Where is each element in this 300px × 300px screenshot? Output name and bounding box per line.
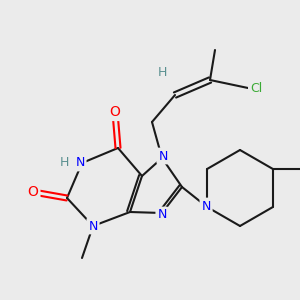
- Text: O: O: [28, 185, 38, 199]
- Text: N: N: [158, 149, 168, 163]
- Text: H: H: [59, 157, 69, 169]
- Text: H: H: [157, 67, 167, 80]
- Text: N: N: [201, 200, 211, 212]
- Text: N: N: [75, 157, 85, 169]
- Text: Cl: Cl: [250, 82, 262, 94]
- Text: N: N: [88, 220, 98, 232]
- Text: O: O: [110, 105, 120, 119]
- Text: N: N: [157, 208, 167, 221]
